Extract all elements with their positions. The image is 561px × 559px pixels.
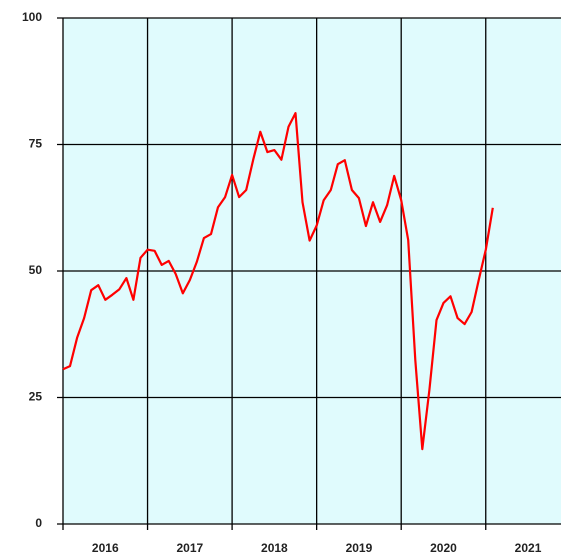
line-series [62,112,494,451]
x-tick-label: 2020 [430,541,457,555]
x-tick-label: 2018 [261,541,288,555]
y-tick-label: 50 [29,263,43,277]
y-tick-label: 0 [35,516,42,530]
y-tick-label: 100 [22,10,42,24]
x-tick-label: 2021 [515,541,542,555]
x-tick-label: 2019 [346,541,373,555]
y-tick-label: 75 [29,137,43,151]
y-tick-label: 25 [29,390,43,404]
x-tick-label: 2016 [92,541,119,555]
x-tick-label: 2017 [176,541,203,555]
